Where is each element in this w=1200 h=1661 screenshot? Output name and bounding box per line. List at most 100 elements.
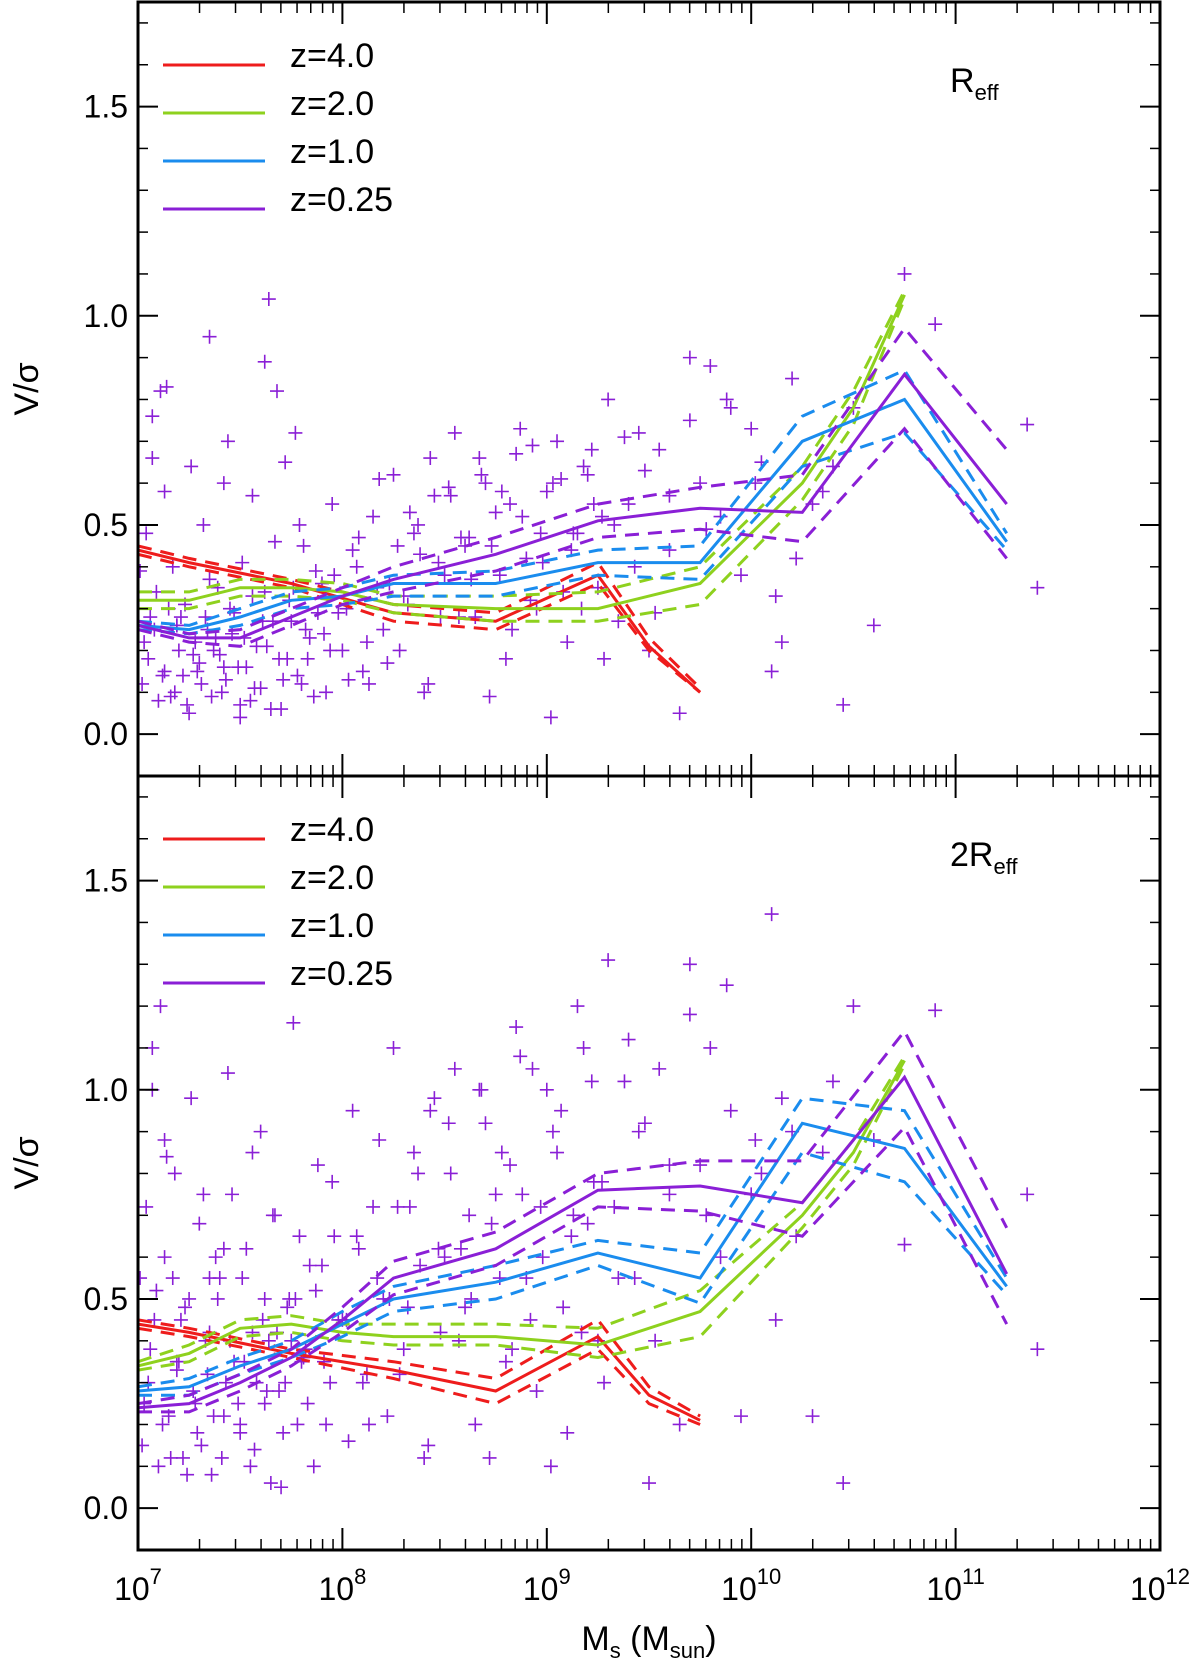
scatter-point: [503, 1158, 518, 1173]
scatter-point: [928, 1003, 943, 1018]
scatter-point: [290, 668, 305, 683]
scatter-point: [390, 1199, 405, 1214]
scatter-point: [233, 710, 248, 725]
scatter-point: [723, 1103, 738, 1118]
scatter-point: [607, 517, 622, 532]
scatter-point: [529, 1384, 544, 1399]
y-tick-label: 1.5: [84, 89, 128, 125]
scatter-point: [159, 1149, 174, 1164]
scatter-point: [341, 672, 356, 687]
scatter-point: [662, 1187, 677, 1202]
series-lower-line: [138, 1326, 701, 1426]
scatter-point: [157, 1132, 172, 1147]
scatter-point: [261, 292, 276, 307]
scatter-point: [366, 1199, 381, 1214]
scatter-point: [202, 1271, 217, 1286]
scatter-point: [372, 1132, 387, 1147]
scatter-point: [1030, 580, 1045, 595]
scatter-point: [472, 451, 487, 466]
scatter-point: [836, 697, 851, 712]
scatter-point: [774, 635, 789, 650]
scatter-point: [494, 484, 509, 499]
scatter-point: [272, 1384, 287, 1399]
scatter-point: [515, 509, 530, 524]
scatter-point: [447, 1061, 462, 1076]
scatter-point: [515, 1187, 530, 1202]
scatter-point: [173, 1312, 188, 1327]
scatter-point: [182, 1291, 197, 1306]
x-tick-label: 1012: [1130, 1564, 1190, 1607]
scatter-point: [652, 442, 667, 457]
scatter-point: [498, 1354, 513, 1369]
scatter-point: [263, 1476, 278, 1491]
scatter-point: [468, 610, 483, 625]
scatter-point: [310, 1158, 325, 1173]
scatter-point: [380, 1409, 395, 1424]
scatter-point: [733, 568, 748, 583]
scatter-point: [139, 526, 154, 541]
scatter-point: [492, 1271, 507, 1286]
series-lower-line: [138, 431, 1008, 636]
scatter-point: [366, 509, 381, 524]
series-z=4.0: [138, 544, 702, 694]
scatter-point: [272, 651, 287, 666]
scatter-point: [298, 622, 313, 637]
panel-1: 0.0 0.5 1.0 1.5 V/σ z=4.0 z=2.0 z=1.0 z=0.25 Reff: [8, 0, 1162, 778]
scatter-point: [308, 563, 323, 578]
scatter-point: [543, 710, 558, 725]
scatter-point: [214, 685, 229, 700]
scatter-point: [327, 1229, 342, 1244]
scatter-point: [278, 1375, 293, 1390]
scatter-point: [155, 1417, 170, 1432]
scatter-point: [441, 1116, 456, 1131]
series-median-line: [138, 294, 906, 611]
scatter-point: [225, 1187, 240, 1202]
scatter-point: [897, 1237, 912, 1252]
scatter-point: [617, 430, 632, 445]
scatter-point: [545, 1124, 560, 1139]
scatter-point: [744, 421, 759, 436]
scatter-point: [325, 1174, 340, 1189]
scatter-point: [519, 551, 534, 566]
scatter-point: [601, 953, 616, 968]
x-tick-label: 108: [318, 1564, 366, 1607]
scatter-point: [157, 1250, 172, 1265]
scatter-point: [280, 1300, 295, 1315]
scatter-point: [345, 543, 360, 558]
panel-2: 0.0 0.5 1.0 1.5 V/σ z=4.0 z=2.0 z=1.0 z=0.25 2Ref…: [8, 774, 1162, 1552]
scatter-point: [184, 459, 199, 474]
scatter-point: [190, 1425, 205, 1440]
scatter-point: [351, 1241, 366, 1256]
legend-label: z=0.25: [290, 955, 393, 993]
scatter-point: [1020, 1187, 1035, 1202]
scatter-point: [543, 1459, 558, 1474]
scatter-point: [145, 451, 160, 466]
scatter-point: [204, 689, 219, 704]
scatter-point: [488, 1187, 503, 1202]
scatter-point: [206, 1409, 221, 1424]
scatter-point: [478, 1116, 493, 1131]
y-axis-title: V/σ: [8, 1136, 46, 1189]
plot-frame: [136, 774, 1162, 1552]
scatter-point: [550, 434, 565, 449]
scatter-point: [284, 1333, 299, 1348]
scatter-point: [263, 702, 278, 717]
scatter-point: [474, 467, 489, 482]
scatter-point: [897, 266, 912, 281]
scatter-point: [482, 1450, 497, 1465]
scatter-point: [245, 1145, 260, 1160]
scatter-point: [138, 676, 150, 691]
scatter-point: [505, 622, 520, 637]
scatter-point: [468, 1417, 483, 1432]
scatter-point: [703, 1040, 718, 1055]
scatter-point: [525, 1061, 540, 1076]
scatter-point: [274, 1480, 289, 1495]
x-tick-label: 1011: [926, 1564, 984, 1607]
scatter-point: [928, 317, 943, 332]
scatter-point: [421, 676, 436, 691]
scatter-point: [703, 358, 718, 373]
scatter-point: [458, 1300, 473, 1315]
scatter-point: [672, 1417, 687, 1432]
scatter-point: [601, 392, 616, 407]
scatter-point: [306, 1459, 321, 1474]
